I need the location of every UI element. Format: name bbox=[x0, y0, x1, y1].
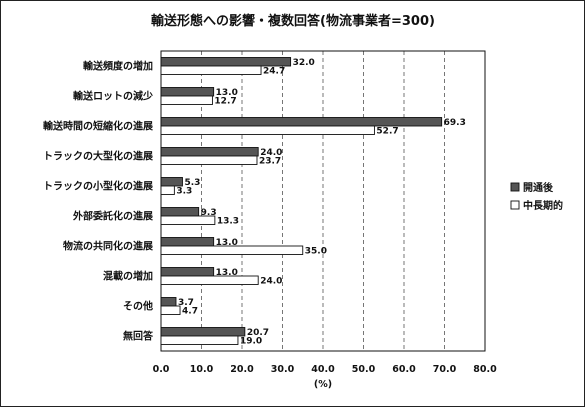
x-tick-label: 20.0 bbox=[230, 364, 254, 375]
legend-swatch bbox=[510, 182, 520, 192]
data-label: 4.7 bbox=[182, 307, 198, 317]
bar-kaitsugo bbox=[160, 237, 215, 247]
x-axis-label: (%) bbox=[314, 379, 332, 390]
data-label: 3.3 bbox=[176, 187, 192, 197]
data-label: 23.7 bbox=[259, 157, 281, 167]
chart-title: 輸送形態への影響・複数回答(物流事業者=300) bbox=[151, 13, 435, 29]
x-tick-label: 40.0 bbox=[311, 364, 335, 375]
bar-chuchoki bbox=[160, 155, 258, 165]
data-label: 52.7 bbox=[376, 127, 398, 137]
data-label: 13.3 bbox=[217, 217, 239, 227]
bar-kaitsugo bbox=[160, 147, 259, 157]
data-label: 13.0 bbox=[216, 238, 238, 248]
bar-chuchoki bbox=[160, 245, 304, 255]
data-label: 13.0 bbox=[216, 268, 238, 278]
x-tick-label: 60.0 bbox=[392, 364, 416, 375]
category-label: 物流の共同化の進展 bbox=[63, 240, 153, 253]
data-label: 3.7 bbox=[178, 298, 194, 308]
data-label: 24.0 bbox=[260, 277, 282, 287]
bar-kaitsugo bbox=[160, 87, 215, 97]
data-label: 20.7 bbox=[247, 328, 269, 338]
category-label: その他 bbox=[123, 300, 153, 313]
data-label: 13.0 bbox=[216, 88, 238, 98]
data-label: 32.0 bbox=[293, 58, 315, 68]
bar-kaitsugo bbox=[160, 327, 246, 337]
data-label: 24.7 bbox=[263, 67, 285, 77]
data-label: 19.0 bbox=[240, 337, 262, 347]
bar-chuchoki bbox=[160, 125, 375, 135]
bar-chuchoki bbox=[160, 275, 259, 285]
bar-kaitsugo bbox=[160, 267, 215, 277]
x-tick-label: 80.0 bbox=[473, 364, 497, 375]
category-label: 無回答 bbox=[123, 330, 154, 343]
bar-chuchoki bbox=[160, 95, 213, 105]
x-tick-label: 70.0 bbox=[433, 364, 457, 375]
x-tick-label: 50.0 bbox=[352, 364, 376, 375]
plot-border bbox=[160, 50, 486, 352]
bar-kaitsugo bbox=[160, 297, 177, 307]
legend-label: 開通後 bbox=[523, 181, 554, 194]
bar-chuchoki bbox=[160, 305, 181, 315]
bar-kaitsugo bbox=[160, 177, 183, 187]
bar-chuchoki bbox=[160, 335, 239, 345]
category-label: 輸送ロットの減少 bbox=[73, 90, 153, 103]
bar-chuchoki bbox=[160, 215, 216, 225]
x-tick-label: 0.0 bbox=[153, 364, 170, 375]
bar-kaitsugo bbox=[160, 117, 443, 127]
category-label: 外部委託化の進展 bbox=[72, 210, 153, 223]
category-label: トラックの大型化の進展 bbox=[43, 150, 153, 163]
plot-area: 0.0 10.0 20.0 30.0 40.0 50.0 60.0 70.0 80.0 輸送頻度の… bbox=[43, 50, 497, 375]
category-label: 輸送時間の短縮化の進展 bbox=[43, 120, 153, 133]
category-label: トラックの小型化の進展 bbox=[43, 180, 153, 193]
bar-chuchoki bbox=[160, 65, 262, 75]
bar-kaitsugo bbox=[160, 207, 200, 217]
data-label: 35.0 bbox=[305, 247, 327, 257]
legend-label: 中長期的 bbox=[523, 199, 563, 212]
legend-swatch bbox=[510, 200, 520, 210]
category-label: 輸送頻度の増加 bbox=[83, 60, 153, 73]
category-label: 混載の増加 bbox=[103, 270, 153, 283]
data-label: 24.0 bbox=[260, 148, 282, 158]
data-label: 69.3 bbox=[444, 118, 466, 128]
data-label: 12.7 bbox=[214, 97, 236, 107]
data-label: 5.3 bbox=[184, 178, 200, 188]
bar-kaitsugo bbox=[160, 57, 292, 67]
bar-chuchoki bbox=[160, 185, 175, 195]
data-label: 9.3 bbox=[201, 208, 217, 218]
x-tick-label: 10.0 bbox=[190, 364, 214, 375]
x-tick-label: 30.0 bbox=[271, 364, 295, 375]
